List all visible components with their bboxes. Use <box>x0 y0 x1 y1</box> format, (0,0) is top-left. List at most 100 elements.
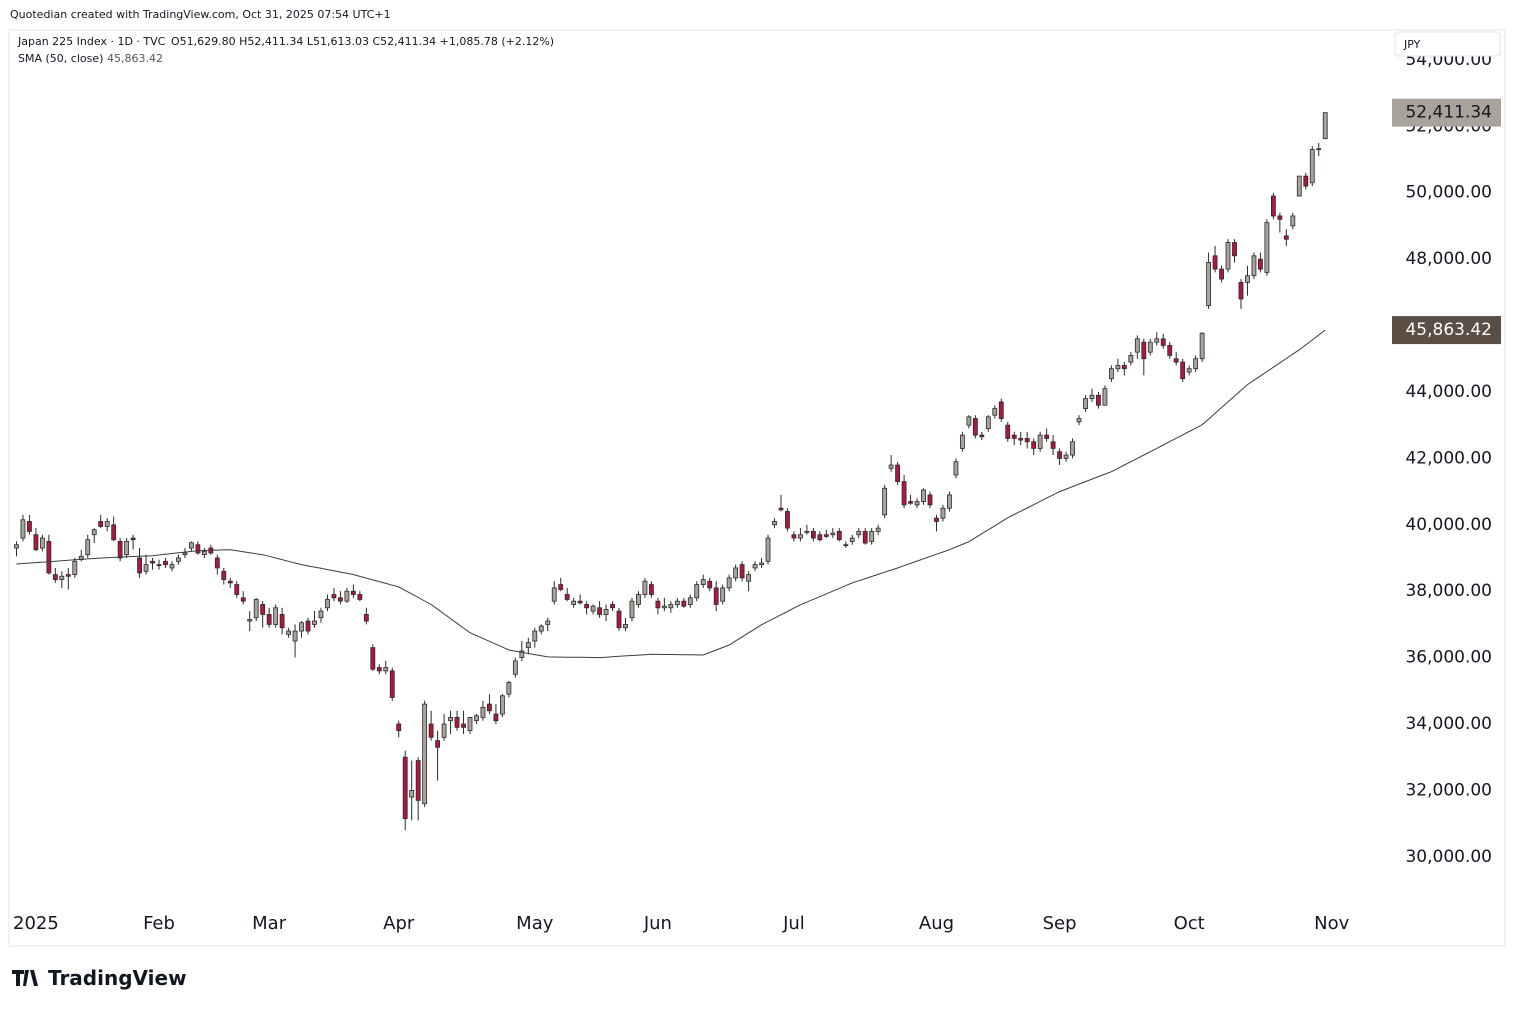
candle-body <box>52 574 58 580</box>
candle-body <box>577 600 583 604</box>
candle-body <box>240 597 246 602</box>
candle-body <box>875 527 881 532</box>
candle-body <box>506 682 512 695</box>
candle-body <box>448 716 453 722</box>
candle-body <box>972 418 978 436</box>
candle-body <box>1160 338 1166 346</box>
candle-body <box>1115 364 1121 370</box>
candle-body <box>1109 368 1114 380</box>
x-tick-label: Apr <box>383 913 415 934</box>
candle-body <box>370 647 376 670</box>
candle-body <box>331 594 337 599</box>
candle-body <box>921 489 926 502</box>
candle-body <box>1167 345 1173 356</box>
candle-body <box>791 534 797 539</box>
candle-body <box>1173 358 1179 363</box>
candle-body <box>525 642 531 649</box>
candle-body <box>85 539 91 556</box>
candle-body <box>668 604 674 609</box>
candle-body <box>739 564 745 579</box>
candle-body <box>843 544 849 547</box>
candle-body <box>636 594 641 605</box>
candle-body <box>312 620 317 625</box>
candle-body <box>376 667 382 672</box>
candle-body <box>1251 255 1257 277</box>
candle-body <box>992 408 998 416</box>
candle-body <box>1296 175 1302 197</box>
candle-body <box>1180 361 1186 380</box>
candle-body <box>959 434 965 449</box>
candle-body <box>350 590 356 595</box>
candle-body <box>1057 451 1062 459</box>
candle-body <box>856 531 862 536</box>
candle-body <box>467 716 473 732</box>
candle-body <box>1005 424 1011 439</box>
legend-title: Japan 225 Index · 1D · TVC <box>17 35 166 48</box>
candle-body <box>299 622 304 632</box>
candle-body <box>143 564 149 572</box>
candle-body <box>1044 434 1050 439</box>
x-tick-label: Oct <box>1174 913 1205 934</box>
candle-body <box>655 600 661 609</box>
candle-body <box>927 494 933 506</box>
candle-body <box>979 434 985 438</box>
sma-legend: SMA (50, close) <box>18 52 103 65</box>
candle-body <box>493 713 499 722</box>
candle-body <box>59 575 65 580</box>
candle-body <box>234 584 240 595</box>
candle-body <box>279 614 285 629</box>
candle-body <box>20 519 26 539</box>
candle-body <box>1037 434 1043 449</box>
candle-body <box>98 521 104 527</box>
brand-logo <box>12 970 38 986</box>
y-tick-label: 30,000.00 <box>1405 847 1492 867</box>
candle-body <box>694 584 700 599</box>
candle-body <box>804 531 810 533</box>
candle-body <box>1270 195 1276 217</box>
candle-body <box>428 723 434 738</box>
x-tick-label: Aug <box>919 913 954 934</box>
candle-body <box>778 507 784 511</box>
candle-body <box>65 574 71 577</box>
candle-body <box>1316 148 1322 151</box>
candle-body <box>363 614 369 622</box>
candle-body <box>176 557 181 562</box>
candle-body <box>124 540 130 556</box>
candle-body <box>707 580 713 589</box>
candle-body <box>499 695 505 715</box>
candle-body <box>1128 355 1134 363</box>
legend-ohlc: O51,629.80 H52,411.34 L51,613.03 C52,411… <box>171 35 554 48</box>
candle-body <box>221 570 227 580</box>
candle-body <box>798 534 803 539</box>
candle-body <box>1089 394 1095 399</box>
candle-body <box>1121 364 1127 370</box>
candle-body <box>1147 341 1153 353</box>
candle-body <box>137 557 142 574</box>
candle-body <box>888 464 894 469</box>
candle-body <box>1264 222 1270 273</box>
candle-body <box>1076 418 1082 423</box>
candle-body <box>1063 454 1069 459</box>
candle-body <box>849 537 855 542</box>
candle-body <box>519 650 525 659</box>
y-tick-label: 40,000.00 <box>1405 515 1492 535</box>
candle-body <box>1212 255 1218 270</box>
candle-body <box>629 600 635 619</box>
brand: TradingView <box>48 966 187 990</box>
candle-body <box>415 760 421 801</box>
sma-legend-value: 45,863.42 <box>107 52 163 65</box>
candle-body <box>1141 341 1147 360</box>
y-tick-label: 50,000.00 <box>1405 183 1492 203</box>
candle-body <box>1050 441 1056 449</box>
y-tick-label: 48,000.00 <box>1405 249 1492 269</box>
candle-body <box>700 579 706 585</box>
candle-body <box>998 401 1004 419</box>
candle-body <box>169 564 175 569</box>
y-tick-label: 42,000.00 <box>1405 448 1492 468</box>
candle-body <box>1102 388 1108 406</box>
candle-body <box>616 610 622 629</box>
y-tick-label: 36,000.00 <box>1405 648 1492 668</box>
candle-body <box>14 544 19 549</box>
candle-body <box>966 416 972 426</box>
